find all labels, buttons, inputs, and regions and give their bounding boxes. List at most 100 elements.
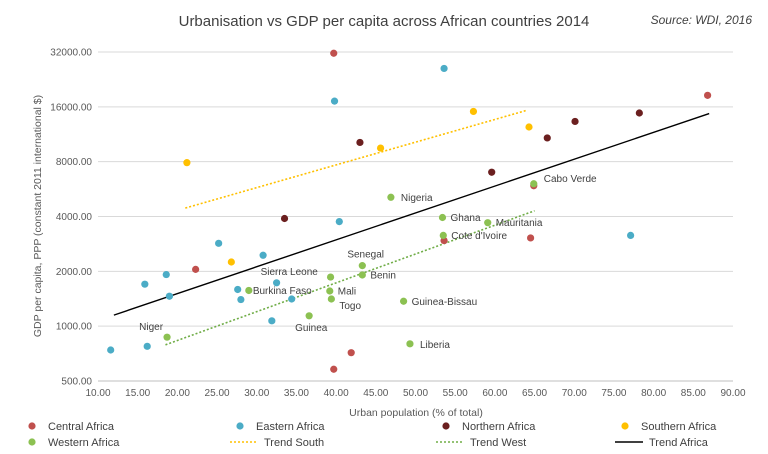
point-label: Nigeria xyxy=(401,193,433,204)
x-tick-label: 65.00 xyxy=(522,388,547,399)
point-central-africa xyxy=(347,349,355,357)
point-eastern-africa xyxy=(141,280,149,288)
point-eastern-africa xyxy=(143,342,151,350)
point-western-africa xyxy=(163,333,171,341)
chart-title: Urbanisation vs GDP per capita across Af… xyxy=(179,13,590,30)
point-label: Senegal xyxy=(347,250,384,261)
point-western-africa xyxy=(305,312,313,320)
y-tick-label: 1000.00 xyxy=(56,322,93,333)
point-southern-africa xyxy=(376,144,385,152)
point-label: Togo xyxy=(339,301,361,312)
legend: Central Africa Eastern Africa Northern Afr… xyxy=(28,421,717,449)
x-tick-label: 25.00 xyxy=(205,388,230,399)
y-tick-label: 16000.00 xyxy=(50,102,92,113)
x-tick-label: 10.00 xyxy=(85,388,110,399)
point-eastern-africa xyxy=(288,295,296,303)
legend-item: Northern Africa xyxy=(442,421,536,433)
point-northern-africa xyxy=(488,168,496,176)
x-tick-label: 45.00 xyxy=(363,388,388,399)
point-western-africa xyxy=(358,271,366,279)
legend-item: Trend Africa xyxy=(615,437,709,449)
legend-item: Southern Africa xyxy=(621,421,717,433)
legend-label: Northern Africa xyxy=(462,421,536,433)
legend-item: Trend West xyxy=(436,437,526,449)
point-southern-africa xyxy=(469,107,478,116)
legend-marker xyxy=(442,422,450,430)
x-axis-title: Urban population (% of total) xyxy=(349,407,483,419)
point-western-africa xyxy=(406,340,414,348)
point-eastern-africa xyxy=(330,97,339,105)
point-label: Niger xyxy=(139,322,164,333)
point-label: Cabo Verde xyxy=(544,174,597,185)
point-central-africa xyxy=(330,49,338,57)
point-label: Liberia xyxy=(420,340,450,351)
legend-label: Trend South xyxy=(264,437,324,449)
grid xyxy=(98,51,733,382)
legend-label: Trend West xyxy=(470,437,526,449)
point-northern-africa xyxy=(280,214,289,223)
y-axis-title: GDP per capita, PPP (constant 2011 inter… xyxy=(32,95,44,337)
point-eastern-africa xyxy=(237,295,245,304)
point-eastern-africa xyxy=(234,285,242,294)
x-tick-label: 60.00 xyxy=(482,388,507,399)
point-eastern-africa xyxy=(268,317,276,325)
y-tick-label: 4000.00 xyxy=(56,212,93,223)
x-tick-label: 90.00 xyxy=(720,388,745,399)
y-tick-label: 8000.00 xyxy=(56,157,93,168)
legend-label: Western Africa xyxy=(48,437,120,449)
trendline-trend-south xyxy=(185,109,527,209)
legend-label: Eastern Africa xyxy=(256,421,325,433)
point-eastern-africa xyxy=(259,251,267,259)
legend-marker xyxy=(28,438,36,446)
x-tick-label: 55.00 xyxy=(443,388,468,399)
x-tick-label: 15.00 xyxy=(125,388,150,399)
point-central-africa xyxy=(704,91,712,99)
x-tick-label: 80.00 xyxy=(641,388,666,399)
x-tick-label: 50.00 xyxy=(403,388,428,399)
y-tick-label: 32000.00 xyxy=(50,48,92,59)
point-northern-africa xyxy=(635,109,643,117)
axis-ticks: 500.00 1000.00 2000.00 4000.00 8000.00 16000.… xyxy=(50,48,746,400)
point-western-africa xyxy=(387,193,395,201)
point-southern-africa xyxy=(183,159,191,167)
legend-marker xyxy=(621,422,629,430)
point-eastern-africa xyxy=(162,270,170,279)
legend-marker xyxy=(236,422,244,430)
legend-label: Trend Africa xyxy=(649,437,709,449)
point-western-africa xyxy=(484,219,492,227)
x-tick-label: 75.00 xyxy=(601,388,626,399)
legend-item: Western Africa xyxy=(28,437,120,449)
point-eastern-africa xyxy=(627,231,635,239)
y-tick-label: 2000.00 xyxy=(56,267,93,278)
data-points xyxy=(107,49,712,373)
point-southern-africa xyxy=(227,258,235,266)
point-label: Burkina Faso xyxy=(253,286,312,297)
legend-item: Trend South xyxy=(230,437,324,449)
point-central-africa xyxy=(526,234,535,242)
point-western-africa xyxy=(326,273,335,281)
point-western-africa xyxy=(399,297,408,305)
legend-label: Southern Africa xyxy=(641,421,717,433)
point-label: Mali xyxy=(338,286,356,297)
point-southern-africa xyxy=(525,123,533,131)
point-label: Guinea xyxy=(295,323,328,334)
point-western-africa xyxy=(327,295,335,303)
point-eastern-africa xyxy=(215,239,223,247)
point-western-africa xyxy=(326,287,334,295)
legend-label: Central Africa xyxy=(48,421,115,433)
y-tick-label: 500.00 xyxy=(61,377,92,388)
point-northern-africa xyxy=(356,138,364,147)
point-eastern-africa xyxy=(272,279,281,287)
point-label: Benin xyxy=(370,270,396,281)
x-tick-label: 30.00 xyxy=(244,388,269,399)
legend-marker xyxy=(28,422,36,430)
legend-item: Central Africa xyxy=(28,421,115,433)
x-tick-label: 85.00 xyxy=(681,388,706,399)
trendline-trend-west xyxy=(165,210,535,346)
x-tick-label: 35.00 xyxy=(284,388,309,399)
point-label: Mauritania xyxy=(496,218,543,229)
x-tick-label: 20.00 xyxy=(165,388,190,399)
legend-item: Eastern Africa xyxy=(236,421,325,433)
point-eastern-africa xyxy=(165,292,174,300)
